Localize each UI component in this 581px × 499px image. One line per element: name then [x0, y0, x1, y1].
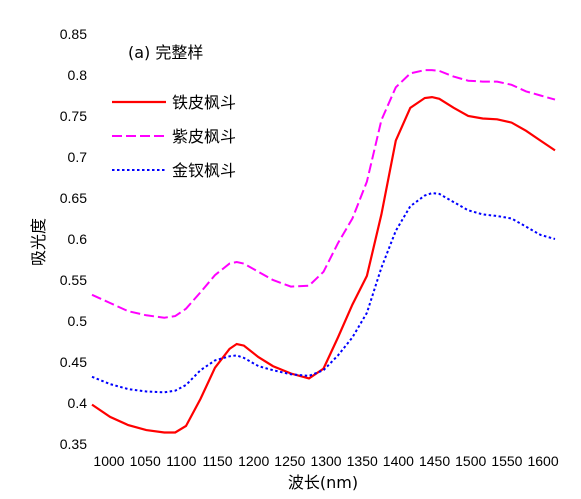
y-tick-label-7: 0.7 [68, 149, 88, 165]
x-tick-label-12: 1600 [527, 453, 558, 469]
x-tick-label-4: 1200 [238, 453, 269, 469]
y-tick-label-1: 0.4 [68, 395, 88, 411]
legend-label-1: 紫皮枫斗 [172, 127, 236, 146]
y-tick-label-6: 0.65 [60, 190, 87, 206]
x-tick-label-2: 1100 [166, 453, 196, 469]
y-tick-label-9: 0.8 [68, 67, 88, 83]
y-tick-labels: 0.35 0.4 0.45 0.5 0.55 0.6 0.65 0.7 0.75 0.8 0.85 [60, 26, 87, 452]
y-tick-label-8: 0.75 [60, 108, 87, 124]
x-tick-label-11: 1550 [491, 453, 522, 469]
legend-label-0: 铁皮枫斗 [172, 93, 236, 112]
series-line-0 [91, 95, 556, 434]
y-tick-label-3: 0.5 [68, 313, 88, 329]
x-tick-labels: 1000 1050 1100 1150 1200 1250 1300 1350 1400 1450… [93, 453, 558, 469]
x-tick-label-0: 1000 [93, 453, 124, 469]
x-tick-label-10: 1500 [455, 453, 486, 469]
x-tick-label-3: 1150 [202, 453, 232, 469]
panel-label: (a) 完整样 [128, 43, 203, 62]
y-tick-label-2: 0.45 [60, 354, 87, 370]
y-tick-label-0: 0.35 [60, 436, 87, 452]
y-tick-label-10: 0.85 [60, 26, 87, 42]
x-tick-label-1: 1050 [130, 453, 161, 469]
series-line-2 [91, 192, 556, 394]
x-tick-label-5: 1250 [274, 453, 305, 469]
y-tick-label-5: 0.6 [68, 231, 88, 247]
series-layer [91, 69, 556, 434]
x-tick-label-9: 1450 [419, 453, 450, 469]
x-tick-label-8: 1400 [383, 453, 414, 469]
legend-label-2: 金钗枫斗 [172, 161, 236, 180]
x-tick-label-7: 1350 [347, 453, 378, 469]
y-axis-title: 吸光度 [29, 218, 48, 266]
x-axis-title: 波长(nm) [288, 473, 358, 492]
y-tick-label-4: 0.55 [60, 272, 87, 288]
x-tick-label-6: 1300 [310, 453, 341, 469]
series-line-1 [91, 69, 556, 319]
